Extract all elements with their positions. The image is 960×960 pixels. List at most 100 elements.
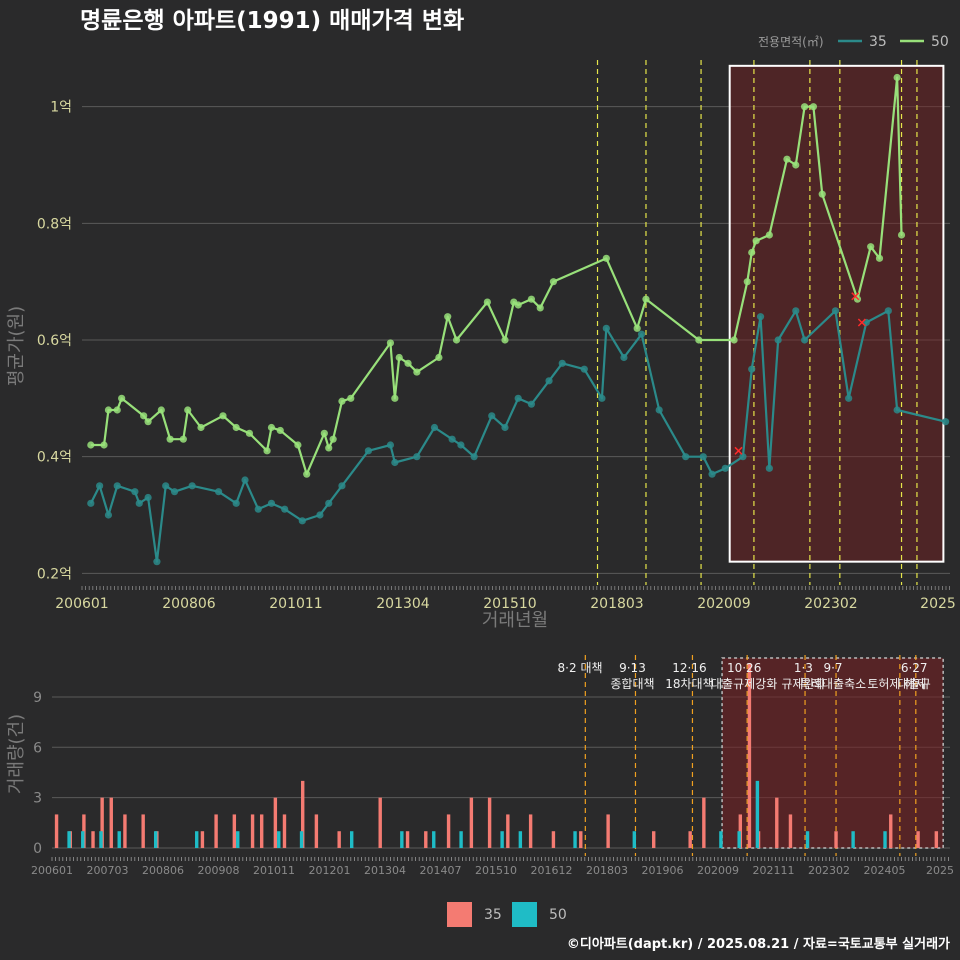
series-50-point-0 (87, 441, 95, 449)
series-35-point-20 (338, 482, 346, 490)
bar-x-tick-10: 201803 (586, 864, 628, 877)
bar-x-tick-9: 201612 (531, 864, 573, 877)
series-35-point-29 (488, 412, 496, 420)
series-35-point-44 (721, 464, 729, 472)
bar-35-19 (378, 797, 382, 848)
x-tick-label-1: 200806 (162, 596, 216, 612)
bar-35-10 (214, 814, 218, 848)
bar-50-1 (81, 831, 85, 848)
bar-35-28 (579, 831, 583, 848)
legend2-35-swatch (447, 902, 472, 927)
series-50-point-13 (232, 423, 240, 432)
series-50-point-32 (452, 336, 461, 344)
policy-annotation-2-0: 12·16 (672, 661, 706, 675)
series-50-point-29 (413, 368, 421, 376)
legend-title: 전용면적(㎡) (758, 35, 824, 49)
bar-50-13 (500, 831, 504, 848)
outlier-marker-0 (734, 446, 743, 455)
bar-35-38 (834, 831, 838, 848)
bar-35-6 (123, 814, 127, 848)
y-tick-label-2: 0.6억 (37, 333, 72, 349)
bar-50-7 (277, 831, 281, 848)
series-35-point-55 (884, 307, 892, 315)
y-tick-label-0: 0.2억 (37, 566, 72, 582)
series-35-point-50 (792, 307, 800, 315)
outlier-marker-2 (851, 292, 860, 301)
outlier-marker-1 (857, 318, 866, 327)
bar-x-tick-16: 2025 (926, 864, 954, 877)
policy-annotation-5-1: 특례대출축소 (800, 677, 866, 691)
series-50-point-40 (602, 254, 610, 262)
bar-50-18 (737, 831, 741, 848)
series-50-point-21 (325, 444, 333, 452)
series-50-point-56 (875, 254, 884, 262)
volume-plot: 0 3 6 9 200601 200703 200806 200908 201011 201201… (31, 655, 954, 877)
policy-annotation-3-0: 10·26 (727, 661, 761, 675)
bar-35-22 (446, 814, 451, 848)
bar-35-41 (934, 831, 939, 848)
bar-35-11 (232, 814, 237, 848)
bar-35-25 (506, 814, 510, 848)
y-tick-label-3: 0.8억 (37, 216, 72, 232)
legend-bottom: 35 50 (447, 902, 567, 927)
policy-annotation-0-0: 8·2 대책 (558, 660, 603, 675)
bar-35-17 (314, 814, 319, 848)
outlier-marker-stroke (851, 292, 860, 301)
series-50-point-45 (743, 278, 751, 286)
series-35-point-1 (96, 482, 104, 490)
bar-35-31 (688, 831, 692, 848)
x-tick-label-4: 201510 (483, 596, 536, 612)
series-50-point-46 (748, 248, 756, 257)
bar-x-tick-12: 202009 (697, 864, 739, 877)
bar-x-tick-15: 202405 (864, 864, 906, 877)
series-50-point-7 (157, 406, 165, 414)
x-tick-label-6: 202009 (697, 596, 750, 612)
series-35-point-11 (214, 488, 223, 496)
series-35-point-3 (113, 482, 121, 490)
bar-35-34 (747, 663, 752, 848)
x-tick-label-7: 202302 (804, 596, 857, 612)
series-50-point-5 (140, 412, 148, 420)
series-35-point-35 (580, 365, 588, 373)
series-50-point-11 (197, 423, 205, 432)
series-50-point-55 (867, 243, 875, 251)
series-35-point-6 (144, 493, 152, 502)
series-35-point-17 (298, 517, 306, 525)
series-35-point-56 (893, 406, 901, 414)
bar-35-3 (91, 831, 95, 848)
y-axis-title: 평균가(원) (6, 306, 27, 386)
series-50-point-24 (347, 394, 355, 402)
bar-50-10 (400, 831, 404, 848)
policy-annotation-4-0: 1·3 (794, 661, 813, 675)
bar-35-9 (200, 831, 205, 848)
series-35-point-2 (104, 511, 113, 519)
series-35-point-27 (457, 441, 465, 449)
bar-x-tick-2: 200806 (142, 864, 184, 877)
x-tick-label-5: 201803 (590, 596, 643, 612)
outlier-marker-stroke (734, 446, 743, 455)
bar-35-40 (916, 831, 920, 848)
series-35-point-4 (131, 488, 139, 496)
footer-credit: ©디아파트(dapt.kr) / 2025.08.21 / 자료=국토교통부 실… (567, 936, 950, 952)
bar-50-4 (153, 831, 158, 848)
bar-35-15 (282, 814, 287, 848)
series-35-point-25 (430, 423, 439, 432)
series-50-point-36 (514, 301, 522, 309)
bar-50-21 (851, 831, 855, 848)
series-50-point-2 (104, 406, 113, 414)
series-35-line (89, 309, 946, 563)
series-50-point-18 (294, 441, 302, 449)
series-35-point-7 (153, 558, 161, 566)
series-50-point-3 (113, 406, 121, 414)
bar-35-20 (405, 831, 410, 848)
x-axis-title: 거래년월 (482, 610, 548, 631)
series-35-point-0 (87, 499, 95, 507)
series-35-point-37 (602, 324, 610, 332)
series-35-point-45 (739, 453, 747, 461)
series-50-point-4 (118, 394, 126, 402)
series-35-point-16 (281, 505, 289, 513)
bar-50-8 (299, 831, 304, 848)
series-50-point-19 (303, 470, 311, 478)
series-50-point-27 (395, 353, 403, 362)
series-35-point-32 (527, 400, 536, 408)
